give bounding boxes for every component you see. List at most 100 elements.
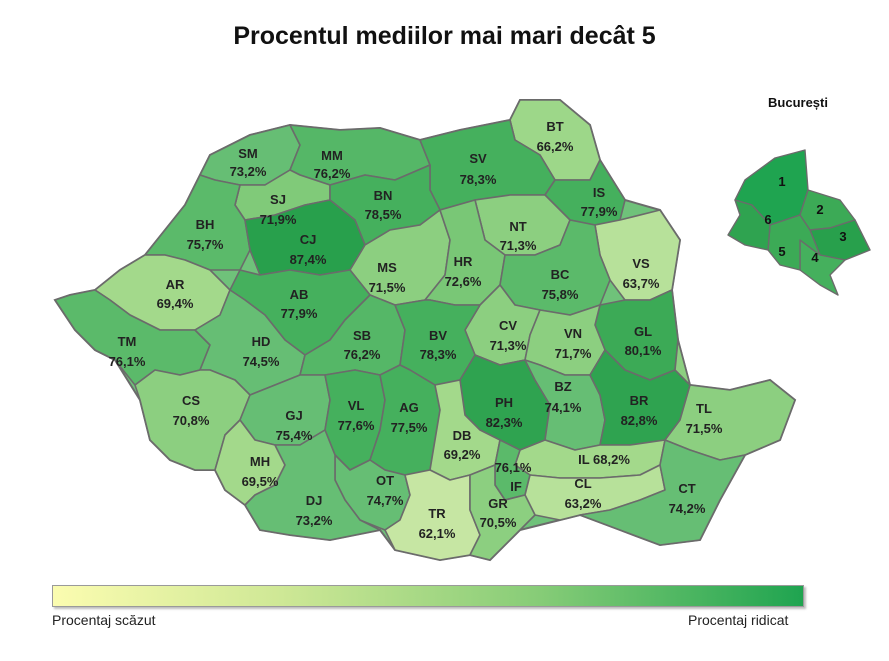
label-value-hd: 74,5%: [243, 354, 280, 369]
label-value-bh: 75,7%: [187, 237, 224, 252]
label-value-nt: 71,3%: [500, 238, 537, 253]
label-value-cj: 87,4%: [290, 252, 327, 267]
label-value-ag: 77,5%: [391, 420, 428, 435]
label-code-sj: SJ: [270, 192, 286, 207]
label-code-ag: AG: [399, 400, 419, 415]
label-code-bh: BH: [196, 217, 215, 232]
label-value-bc: 75,8%: [542, 287, 579, 302]
label-code-mh: MH: [250, 454, 270, 469]
label-value-sj: 71,9%: [260, 212, 297, 227]
legend-high-label: Procentaj ridicat: [688, 612, 789, 628]
label-code-tm: TM: [118, 334, 137, 349]
label-code-bz: BZ: [554, 379, 571, 394]
legend-gradient-bar: [52, 585, 804, 607]
label-value-ar: 69,4%: [157, 296, 194, 311]
bucharest-inset: 1 2 3 4 5 6: [727, 149, 871, 296]
label-code-bc: BC: [551, 267, 570, 282]
sector-3-label: 3: [839, 229, 846, 244]
label-value-bz: 74,1%: [545, 400, 582, 415]
label-value-cs: 70,8%: [173, 413, 210, 428]
label-value-gl: 80,1%: [625, 343, 662, 358]
label-code-ph: PH: [495, 395, 513, 410]
label-code-ct: CT: [678, 481, 695, 496]
label-value-vn: 71,7%: [555, 346, 592, 361]
label-code-cl: CL: [574, 476, 591, 491]
label-value-ab: 77,9%: [281, 306, 318, 321]
label-code-gl: GL: [634, 324, 652, 339]
label-code-is: IS: [593, 185, 606, 200]
label-code-vl: VL: [348, 398, 365, 413]
label-code-ot: OT: [376, 473, 394, 488]
label-code-nt: NT: [509, 219, 526, 234]
label-value-il: IL 68,2%: [578, 452, 630, 467]
label-code-bt: BT: [546, 119, 563, 134]
label-code-sv: SV: [469, 151, 487, 166]
label-value-mm: 76,2%: [314, 166, 351, 181]
label-value-gj: 75,4%: [276, 428, 313, 443]
label-code-cj: CJ: [300, 232, 317, 247]
label-value-mh: 69,5%: [242, 474, 279, 489]
legend-low-label: Procentaj scăzut: [52, 612, 156, 628]
label-value-ms: 71,5%: [369, 280, 406, 295]
label-code-cs: CS: [182, 393, 200, 408]
label-value-ct: 74,2%: [669, 501, 706, 516]
county-tl: [664, 339, 796, 461]
label-value-ot: 74,7%: [367, 493, 404, 508]
label-code-ar: AR: [166, 277, 185, 292]
label-value-db: 69,2%: [444, 447, 481, 462]
label-code-tl: TL: [696, 401, 712, 416]
label-code-ms: MS: [377, 260, 397, 275]
label-value-sv: 78,3%: [460, 172, 497, 187]
label-code-sb: SB: [353, 328, 371, 343]
sector-5: [767, 214, 821, 271]
inset-title: București: [768, 95, 828, 110]
label-code-bv: BV: [429, 328, 447, 343]
label-code-vs: VS: [632, 256, 650, 271]
sector-6-label: 6: [764, 212, 771, 227]
county-dj: [244, 429, 381, 541]
label-code-sm: SM: [238, 146, 258, 161]
label-code-hd: HD: [252, 334, 271, 349]
label-value-gr: 70,5%: [480, 515, 517, 530]
label-value-dj: 73,2%: [296, 513, 333, 528]
county-ct: [579, 439, 746, 546]
label-code-vn: VN: [564, 326, 582, 341]
county-gr: [469, 464, 536, 561]
label-code-gr: GR: [488, 496, 508, 511]
label-value-ph: 82,3%: [486, 415, 523, 430]
label-value-if: 76,1%: [495, 460, 532, 475]
label-code-cv: CV: [499, 318, 517, 333]
label-value-bv: 78,3%: [420, 347, 457, 362]
sector-4-label: 4: [811, 250, 819, 265]
label-value-is: 77,9%: [581, 204, 618, 219]
label-value-cv: 71,3%: [490, 338, 527, 353]
label-value-tl: 71,5%: [686, 421, 723, 436]
label-value-vs: 63,7%: [623, 276, 660, 291]
label-code-tr: TR: [428, 506, 446, 521]
label-code-ab: AB: [290, 287, 309, 302]
sector-4: [799, 239, 846, 296]
sector-6: [727, 199, 771, 251]
label-value-tm: 76,1%: [109, 354, 146, 369]
label-code-hr: HR: [454, 254, 473, 269]
label-value-br: 82,8%: [621, 413, 658, 428]
sector-1-label: 1: [778, 174, 785, 189]
label-value-vl: 77,6%: [338, 418, 375, 433]
label-code-bn: BN: [374, 188, 393, 203]
sector-5-label: 5: [778, 244, 785, 259]
label-code-gj: GJ: [285, 408, 302, 423]
label-value-sb: 76,2%: [344, 347, 381, 362]
label-value-bn: 78,5%: [365, 207, 402, 222]
label-value-hr: 72,6%: [445, 274, 482, 289]
label-value-bt: 66,2%: [537, 139, 574, 154]
label-code-dj: DJ: [306, 493, 323, 508]
label-code-mm: MM: [321, 148, 343, 163]
sector-2-label: 2: [816, 202, 823, 217]
map-title: Procentul mediilor mai mari decât 5: [233, 22, 656, 50]
label-code-db: DB: [453, 428, 472, 443]
label-code-br: BR: [630, 393, 649, 408]
label-value-tr: 62,1%: [419, 526, 456, 541]
label-code-if: IF: [510, 479, 522, 494]
label-value-cl: 63,2%: [565, 496, 602, 511]
